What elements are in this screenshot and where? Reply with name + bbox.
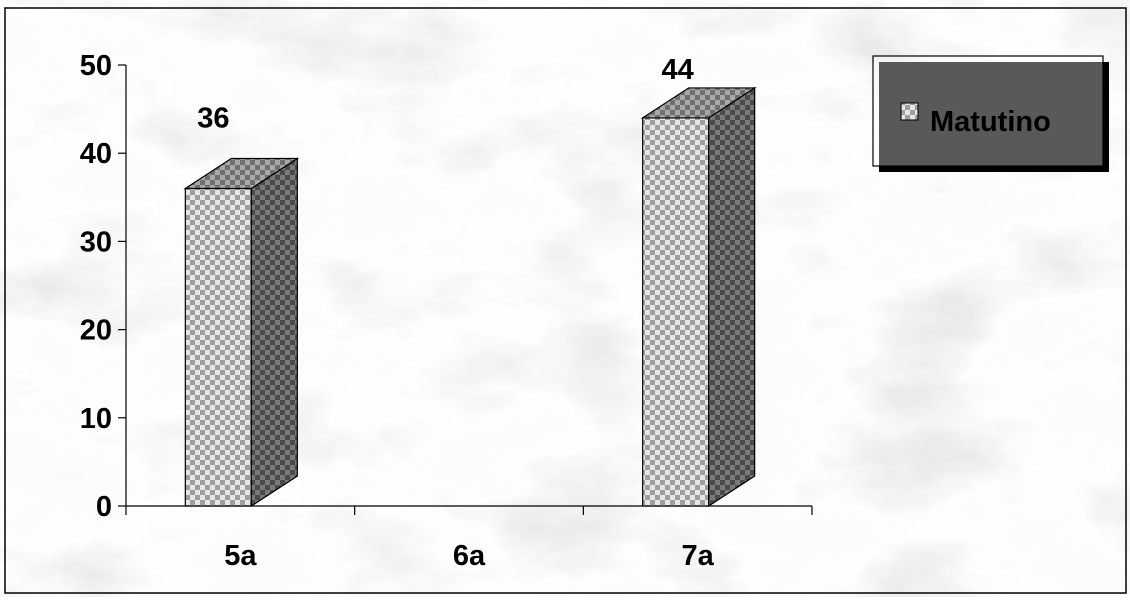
x-tick-label: 5a (224, 540, 257, 572)
bar-side (250, 157, 298, 508)
legend: Matutino (872, 55, 1109, 172)
bar-side (708, 86, 756, 508)
x-tick-label: 7a (682, 540, 715, 572)
bar-top (640, 87, 757, 119)
bar-front (184, 187, 252, 507)
data-label: 36 (197, 102, 229, 134)
legend-label: Matutino (930, 106, 1051, 138)
y-tick-label: 0 (96, 491, 112, 523)
y-tick-label: 40 (80, 138, 112, 170)
y-tick-label: 10 (80, 403, 112, 435)
legend-swatch (900, 102, 919, 121)
y-tick-label: 30 (80, 226, 112, 258)
chart-frame (4, 7, 1127, 594)
y-tick-label: 20 (80, 315, 112, 347)
x-tick-label: 6a (453, 540, 486, 572)
bar-front (642, 117, 710, 507)
data-label: 44 (662, 54, 694, 86)
bar-top (183, 157, 300, 190)
y-tick-label: 50 (80, 50, 112, 82)
